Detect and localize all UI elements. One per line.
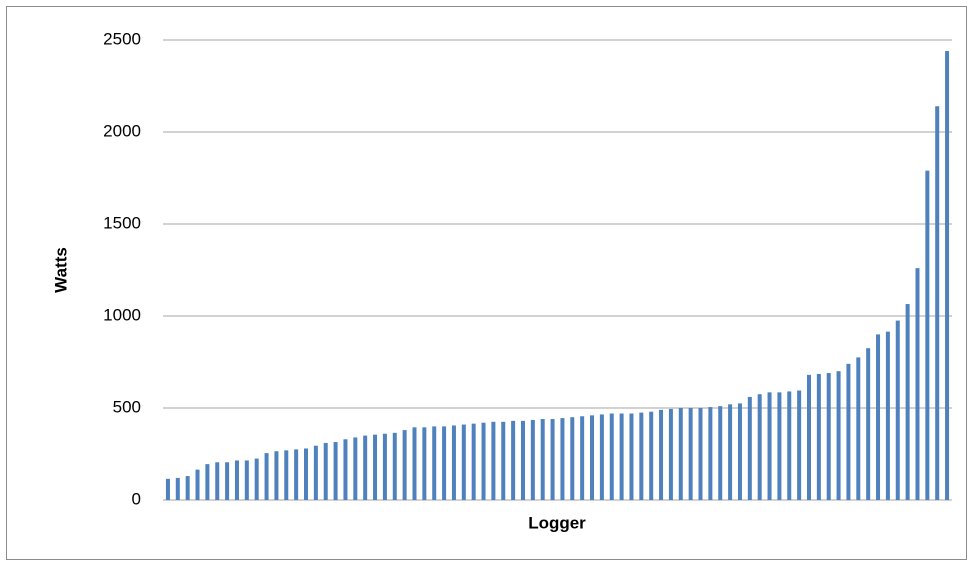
y-tick-label: 2000 (103, 121, 141, 140)
bar (629, 413, 634, 500)
bar (343, 439, 348, 500)
bar (244, 460, 249, 500)
bar (945, 51, 950, 500)
bar (491, 421, 496, 500)
bar (767, 392, 772, 500)
bar (304, 448, 309, 500)
bar (353, 437, 358, 500)
bar (846, 363, 851, 500)
bar (264, 453, 269, 500)
bar (392, 432, 397, 500)
bar (363, 435, 368, 500)
chart-border (6, 6, 967, 560)
bar (639, 412, 644, 500)
bar (451, 425, 456, 500)
bar (797, 390, 802, 500)
bar (698, 408, 703, 500)
bar (274, 451, 279, 500)
bar (747, 396, 752, 500)
bar (313, 445, 318, 500)
bar (520, 420, 525, 500)
y-tick-label: 2500 (103, 29, 141, 48)
bar (905, 304, 910, 500)
bar (284, 450, 289, 500)
bar (935, 106, 940, 501)
bar (925, 170, 930, 500)
bar (688, 408, 693, 500)
y-tick-label: 1000 (103, 305, 141, 324)
bar (471, 423, 476, 500)
bar (737, 403, 742, 500)
bar (668, 408, 673, 500)
bar (481, 422, 486, 500)
bar (826, 373, 831, 500)
bar (895, 320, 900, 500)
y-tick-label: 500 (113, 397, 141, 416)
bar (294, 449, 299, 500)
bar (580, 416, 585, 500)
y-tick-label: 0 (132, 489, 141, 508)
bar (215, 462, 220, 500)
bar (728, 404, 733, 500)
bar (787, 391, 792, 500)
bar (333, 442, 338, 500)
bar (225, 462, 230, 500)
bar (175, 477, 180, 500)
bar (205, 464, 210, 500)
bar (412, 427, 417, 500)
bar (590, 415, 595, 500)
bar (885, 331, 890, 500)
bar (323, 442, 328, 500)
bar (254, 458, 259, 500)
bar (422, 427, 427, 500)
bar (915, 268, 920, 500)
bar (461, 424, 466, 500)
bar (402, 430, 407, 500)
bar (757, 394, 762, 500)
bar (511, 420, 516, 500)
bar (659, 409, 664, 500)
bar (442, 426, 447, 500)
bar (599, 414, 604, 500)
bar (432, 426, 437, 500)
bar (866, 348, 871, 500)
bar (165, 478, 170, 500)
bar (718, 406, 723, 500)
bar (540, 419, 545, 500)
bar (501, 421, 506, 500)
bar (777, 392, 782, 500)
x-axis-title: Logger (528, 513, 586, 532)
bar (530, 419, 535, 500)
bar (382, 433, 387, 500)
bar (195, 469, 200, 500)
bar (560, 418, 565, 500)
bar (816, 373, 821, 500)
bar (234, 460, 239, 500)
y-tick-label: 1500 (103, 213, 141, 232)
bar (876, 334, 881, 500)
bar (609, 413, 614, 500)
y-axis-title: Watts (51, 247, 70, 293)
bar (185, 476, 190, 500)
bar (550, 419, 555, 500)
bar (806, 374, 811, 500)
bar (856, 357, 861, 500)
bar (619, 413, 624, 500)
bar (678, 408, 683, 500)
bar (373, 434, 378, 500)
bar (570, 417, 575, 500)
bar (649, 411, 654, 500)
bar (708, 407, 713, 500)
bar (836, 371, 841, 500)
